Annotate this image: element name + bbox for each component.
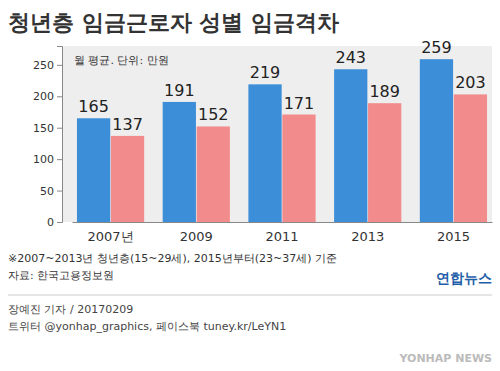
x-axis-line [73,222,493,223]
x-tick: 2009 [180,222,213,244]
y-tick-label: 0 [47,216,54,229]
y-axis-line [57,47,63,223]
y-tick: 200 [33,90,62,103]
data-label: 171 [284,94,315,113]
social: 트위터 @yonhap_graphics, 페이스북 tuney.kr/LeYN… [8,320,286,333]
y-tick: 250 [33,59,62,72]
bar [197,126,230,222]
x-tick-label: 2011 [265,229,298,244]
bar [111,136,144,222]
data-label: 137 [112,115,143,134]
chart: 청년층 임금근로자 성별 임금격차월 평균. 단위: 만원 0 50 100 150 20… [0,0,500,371]
note: ※2007~2013년 청년층(15~29세), 2015년부터(23~37세)… [8,252,337,265]
x-tick-label: 2009 [180,229,213,244]
separator [8,295,492,296]
y-tick-mark [57,128,62,129]
bar [420,59,453,222]
y-axis: 0 50 100 150 200 250 [33,47,63,230]
y-tick-mark [57,96,62,97]
data-label: 165 [78,97,109,116]
x-tick-label: 2015 [437,229,470,244]
logo: 연합뉴스 [436,270,492,286]
x-tick: 2015 [437,222,470,244]
bar [163,102,196,222]
bars [77,59,487,222]
y-tick-label: 200 [33,90,54,103]
data-label: 152 [198,105,229,124]
data-label: 219 [250,63,281,82]
bar [282,115,315,222]
data-label: 243 [335,48,366,67]
y-tick: 0 [47,216,62,229]
bar [368,103,401,222]
y-tick-mark [57,65,62,66]
x-tick-label: 2007년 [88,229,134,244]
y-tick-label: 250 [33,59,54,72]
y-tick: 50 [40,185,62,198]
byline: 장예진 기자 / 20170209 [8,303,133,316]
watermark: YONHAP NEWS [398,352,492,365]
y-tick-label: 50 [40,185,54,198]
y-tick: 100 [33,153,62,166]
x-tick: 2013 [351,222,384,244]
y-tick-mark [57,222,62,223]
data-labels: 165 191 219 243 259 137 152 171 189 203 [78,38,485,134]
x-tick: 2011 [265,222,298,244]
source: 자료: 한국고용정보원 [8,269,114,282]
y-tick-mark [57,159,62,160]
bar [454,94,487,222]
title: 청년층 임금근로자 성별 임금격차 [8,10,339,35]
data-label: 259 [421,38,452,57]
y-tick: 150 [33,122,62,135]
data-label: 203 [455,73,486,92]
bar [77,118,110,222]
data-label: 189 [369,82,400,101]
bar [248,84,281,222]
data-label: 191 [164,81,195,100]
plot-background [62,46,492,222]
x-tick-label: 2013 [351,229,384,244]
subtitle: 월 평균. 단위: 만원 [74,54,169,67]
x-axis: 2007년 2009 2011 2013 2015 [73,222,493,244]
y-tick-label: 150 [33,122,54,135]
y-tick-mark [57,191,62,192]
x-tick: 2007년 [88,222,134,244]
y-tick-label: 100 [33,153,54,166]
bar [334,69,367,222]
